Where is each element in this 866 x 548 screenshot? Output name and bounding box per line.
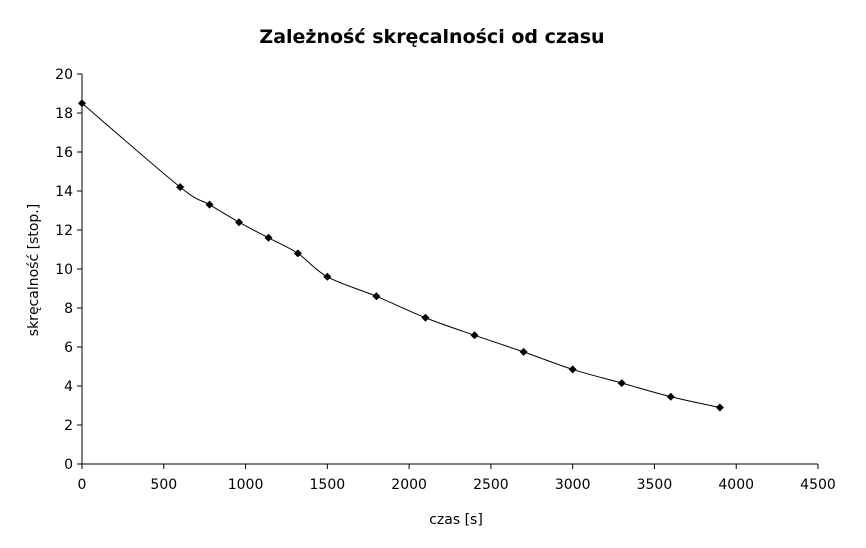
x-tick-label: 1000	[228, 477, 264, 493]
y-tick-label: 8	[64, 301, 73, 317]
y-tick-label: 16	[55, 145, 73, 161]
data-point-marker	[293, 249, 302, 258]
chart-title: Zależność skręcalności od czasu	[259, 26, 604, 48]
data-point-marker	[715, 403, 724, 412]
data-point-marker	[470, 331, 479, 340]
data-point-marker	[323, 272, 332, 281]
data-point-marker	[176, 183, 185, 192]
y-tick-label: 4	[64, 379, 73, 395]
data-point-marker	[264, 233, 273, 242]
y-tick-label: 14	[55, 184, 73, 200]
series-line	[81, 102, 720, 408]
data-point-marker	[421, 313, 430, 322]
data-point-marker	[617, 379, 626, 388]
x-tick-label: 3000	[555, 477, 591, 493]
x-tick-label: 1500	[310, 477, 346, 493]
x-tick-label: 500	[150, 477, 177, 493]
axes: 0 2 4 6 8 10 12 14 16 18 20 0 500 1000 1500 2000 2500 300…	[55, 67, 836, 493]
data-point-marker	[372, 292, 381, 301]
y-tick-label: 0	[64, 457, 73, 473]
x-tick-label: 0	[78, 477, 87, 493]
x-tick-label: 4500	[800, 477, 836, 493]
x-tick-label: 2000	[391, 477, 427, 493]
data-point-marker	[235, 218, 244, 227]
data-point-marker	[519, 347, 528, 356]
y-tick-label: 12	[55, 223, 73, 239]
x-axis-title: czas [s]	[429, 512, 483, 528]
y-tick-label: 20	[55, 67, 73, 83]
y-tick-label: 10	[55, 262, 73, 278]
y-tick-label: 6	[64, 340, 73, 356]
y-tick-label: 2	[64, 418, 73, 434]
data-point-marker	[205, 200, 214, 209]
x-tick-label: 3500	[637, 477, 673, 493]
data-point-marker	[568, 365, 577, 374]
y-axis-title: skręcalność [stop.]	[26, 204, 42, 336]
x-tick-label: 2500	[473, 477, 509, 493]
series-layer	[78, 99, 724, 412]
x-tick-label: 4000	[718, 477, 754, 493]
data-point-marker	[666, 392, 675, 401]
y-tick-label: 18	[55, 106, 73, 122]
data-point-marker	[78, 99, 86, 108]
